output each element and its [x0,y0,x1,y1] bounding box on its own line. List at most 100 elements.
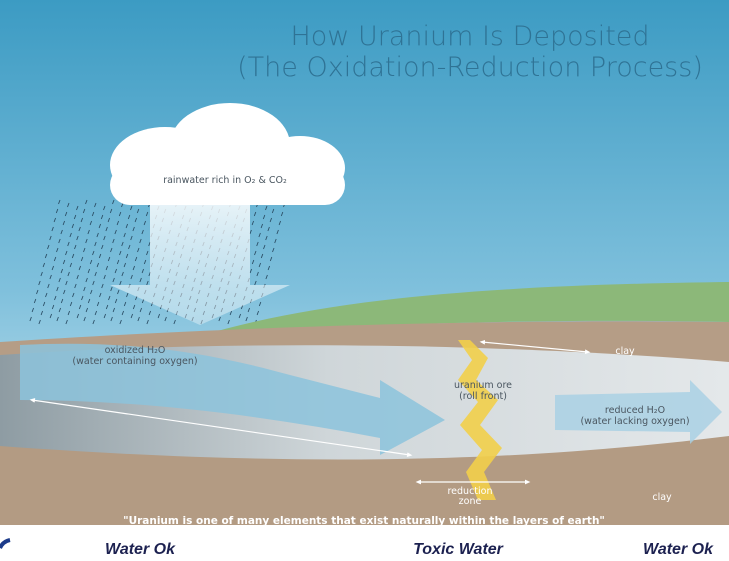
raindrop [146,319,149,325]
raindrop [109,208,113,214]
raindrop [130,313,134,319]
raindrop [76,313,80,319]
title-line: How Uranium Is Deposited [290,21,649,52]
raindrop [40,310,44,316]
raindrop [53,217,57,223]
raindrop [114,298,118,304]
raindrop [76,205,79,211]
raindrop [245,316,248,322]
raindrop [74,283,77,289]
raindrop [71,223,75,229]
raindrop [80,217,84,223]
raindrop [238,313,242,319]
raindrop [60,298,64,304]
raindrop [116,220,120,226]
raindrop [98,253,102,259]
raindrop [78,265,82,271]
title-line: (The Oxidation-Reduction Process) [237,52,703,83]
raindrop [60,229,63,235]
raindrop [121,310,125,316]
raindrop [63,289,66,295]
raindrop [263,244,266,250]
raindrop [265,205,268,211]
raindrop [137,316,140,322]
raindrop [58,238,61,244]
raindrop [78,304,82,310]
raindrop [81,295,84,301]
raindrop [83,316,86,322]
raindrop [130,205,133,211]
clay-label: clay [615,346,635,357]
raindrop [121,202,124,208]
raindrop [65,250,68,256]
raindrop [112,199,115,205]
raindrop [91,211,95,217]
ore-sublabel: (roll front) [459,391,507,402]
raindrop [51,265,55,271]
raindrop [51,304,55,310]
raindrop [254,250,257,256]
raindrop [107,256,111,262]
raindrop [269,256,273,262]
raindrop [85,238,88,244]
raindrop [254,280,257,286]
raindrop [130,274,133,280]
raindrop [96,301,100,307]
raindrop [118,211,122,217]
raindrop [132,304,136,310]
raindrop [89,259,93,265]
caption: Water Ok [105,541,176,558]
raindrop [123,262,127,268]
raindrop [105,265,109,271]
raindrop [58,277,61,283]
raindrop [112,277,115,283]
logo-fragment [0,538,11,549]
raindrop [249,229,252,235]
raindrop [164,316,167,322]
raindrop [58,199,61,205]
raindrop [90,289,93,295]
raindrop [123,301,127,307]
raindrop [141,229,144,235]
raindrop [173,319,176,325]
raindrop [92,319,95,325]
ore-roll-front [458,340,502,500]
raindrop [114,268,118,274]
raindrop [121,241,124,247]
raindrop [101,244,104,250]
raindrop [87,268,91,274]
raindrop [258,301,262,307]
raindrop [72,292,75,298]
raindrop [80,256,84,262]
raindrop [119,280,122,286]
quote: "Uranium is one of many elements that ex… [123,515,605,527]
raindrop [53,256,57,262]
raindrop [146,280,149,286]
raindrop [96,232,99,238]
raindrop [55,208,59,214]
raindrop [49,235,52,241]
raindrop [125,223,129,229]
raindrop [143,259,147,265]
raindrop [105,226,108,232]
clay-label: clay [652,492,672,503]
raindrop [74,244,77,250]
raindrop [60,268,64,274]
raindrop [272,247,275,253]
raindrop [134,256,138,262]
raindrop [274,238,277,244]
raindrop [92,280,95,286]
hill [200,282,729,336]
raindrop [110,247,113,253]
raindrop [105,304,109,310]
raindrop [100,214,104,220]
raindrop [99,292,102,298]
raindrop [47,244,50,250]
raindrop [62,259,66,265]
raindrop [116,259,120,265]
raindrop [119,319,122,325]
raindrop [96,262,100,268]
raindrop [125,253,129,259]
raindrop [117,289,120,295]
raindrop [256,271,259,277]
